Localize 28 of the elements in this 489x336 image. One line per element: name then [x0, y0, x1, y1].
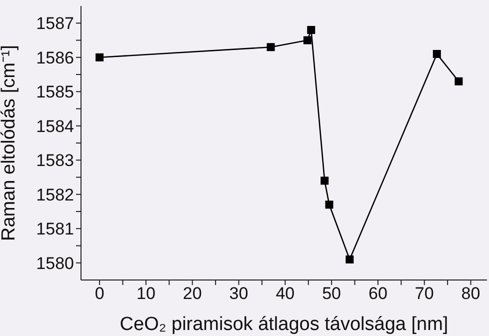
y-tick-label: 1583	[36, 151, 74, 170]
point	[320, 176, 329, 185]
point	[307, 26, 316, 34]
x-tick-label: 40	[276, 284, 295, 304]
point	[303, 36, 312, 44]
x-tick-label: 80	[461, 284, 480, 304]
x-tick-label: 50	[322, 284, 342, 304]
point	[96, 53, 104, 62]
x-axis-title: CeO₂ piramisok átlagos távolsága [nm]	[120, 314, 448, 335]
x-tick-label: 10	[136, 284, 156, 304]
x-tick-label: 0	[94, 284, 104, 304]
y-axis-title: Raman eltolódás [cm⁻¹]	[0, 44, 20, 242]
point	[454, 77, 463, 86]
point	[346, 255, 354, 264]
point	[325, 200, 334, 209]
y-tick-label: 1584	[36, 116, 74, 136]
point	[266, 43, 275, 52]
y-tick-label: 1586	[36, 48, 74, 68]
y-tick-label: 1587	[36, 14, 74, 34]
point	[432, 50, 441, 58]
x-tick-label: 20	[182, 284, 202, 304]
y-tick-label: 1580	[36, 254, 74, 273]
y-tick-label: 1585	[36, 82, 74, 102]
y-tick-label: 1582	[36, 185, 74, 204]
x-tick-label: 60	[368, 284, 388, 304]
x-tick-label: 30	[229, 284, 248, 304]
y-tick-label: 1581	[36, 220, 74, 239]
x-tick-label: 70	[414, 284, 434, 304]
